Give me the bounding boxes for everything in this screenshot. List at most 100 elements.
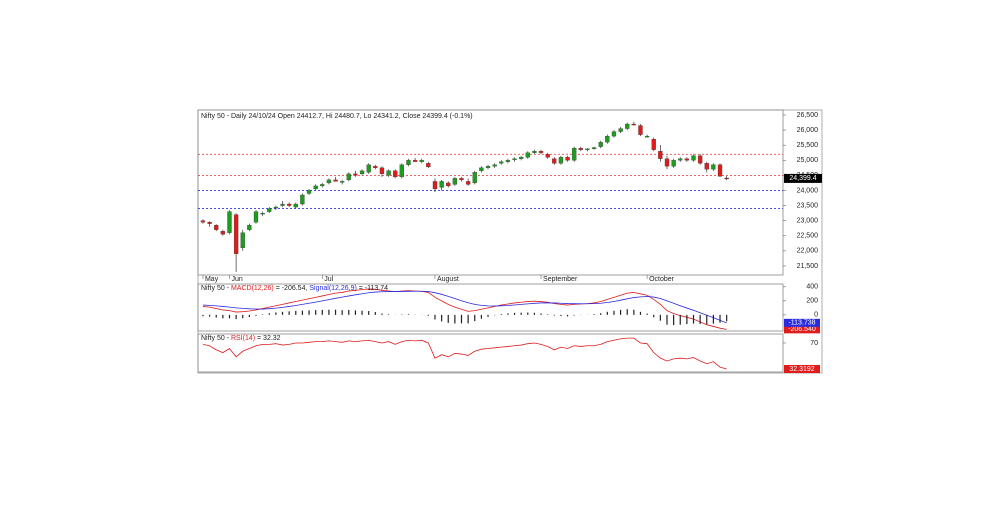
x-tick-label: May xyxy=(205,276,219,283)
histogram-bar xyxy=(521,313,522,315)
histogram-bar xyxy=(474,315,475,321)
histogram-bar xyxy=(275,312,276,314)
candle-body xyxy=(373,166,377,168)
histogram-bar xyxy=(441,315,442,322)
histogram-bar xyxy=(461,315,462,324)
histogram-bar xyxy=(242,315,243,318)
candle-body xyxy=(725,178,729,179)
histogram-bar xyxy=(328,310,329,315)
y-tick-label: 0 xyxy=(814,312,818,319)
histogram-bar xyxy=(660,315,661,321)
candle-body xyxy=(466,181,470,184)
histogram-bar xyxy=(249,315,250,317)
histogram-bar xyxy=(653,315,654,317)
histogram-bar xyxy=(593,314,594,315)
histogram-bar xyxy=(315,310,316,315)
candle-body xyxy=(320,184,324,186)
histogram-bar xyxy=(269,313,270,315)
histogram-bar xyxy=(680,315,681,325)
candle-body xyxy=(214,225,218,230)
candle-body xyxy=(539,151,543,153)
histogram-bar xyxy=(560,315,561,316)
y-tick-label: 400 xyxy=(806,284,818,291)
histogram-bar xyxy=(289,311,290,315)
histogram-bar xyxy=(381,313,382,314)
candle-body xyxy=(493,165,497,167)
candle-body xyxy=(307,190,311,193)
histogram-bar xyxy=(375,312,376,315)
histogram-bar xyxy=(202,315,203,316)
x-tick-label: September xyxy=(543,276,578,283)
price-box-label: 24,399.4 xyxy=(789,175,816,182)
histogram-bar xyxy=(686,315,687,324)
candle-body xyxy=(552,159,556,164)
histogram-bar xyxy=(647,314,648,315)
histogram-bar xyxy=(607,312,608,315)
histogram-bar xyxy=(448,315,449,323)
histogram-bar xyxy=(355,310,356,314)
histogram-bar xyxy=(600,313,601,315)
x-tick-label: August xyxy=(437,276,459,283)
candle-body xyxy=(605,136,609,142)
candle-body xyxy=(459,178,463,180)
y-tick-label: 200 xyxy=(806,298,818,305)
y-tick-label: 70 xyxy=(810,340,818,347)
y-tick-label: 26,000 xyxy=(797,127,819,134)
y-tick-label: 24,000 xyxy=(797,187,819,194)
histogram-bar xyxy=(209,315,210,317)
histogram-bar xyxy=(216,315,217,318)
histogram-bar xyxy=(673,315,674,325)
histogram-bar xyxy=(501,314,502,315)
candle-body xyxy=(353,174,357,176)
histogram-bar xyxy=(388,314,389,315)
histogram-bar xyxy=(719,315,720,323)
histogram-bar xyxy=(620,310,621,315)
candle-body xyxy=(698,156,702,164)
x-tick-label: Jun xyxy=(231,276,242,283)
candle-body xyxy=(705,163,709,169)
candle-body xyxy=(658,151,662,159)
candle-body xyxy=(340,181,344,182)
histogram-bar xyxy=(308,310,309,315)
candle-body xyxy=(254,212,258,223)
histogram-bar xyxy=(428,315,429,316)
y-tick-label: 22,000 xyxy=(797,248,819,255)
histogram-bar xyxy=(322,310,323,315)
legend-value: = -113.74 xyxy=(357,285,388,292)
candle-body xyxy=(665,159,669,167)
histogram-bar xyxy=(666,315,667,325)
candle-body xyxy=(360,171,364,174)
histogram-bar xyxy=(236,315,237,319)
candle-body xyxy=(440,181,444,187)
histogram-bar xyxy=(633,310,634,315)
histogram-bar xyxy=(361,311,362,315)
candle-body xyxy=(572,148,576,160)
candle-body xyxy=(420,160,424,162)
candle-body xyxy=(413,160,417,162)
candle-body xyxy=(294,204,298,207)
histogram-bar xyxy=(282,312,283,315)
y-tick-label: 21,500 xyxy=(797,263,819,270)
histogram-bar xyxy=(527,313,528,315)
histogram-bar xyxy=(348,310,349,315)
histogram-bar xyxy=(255,315,256,316)
candle-body xyxy=(638,126,642,135)
candle-body xyxy=(652,139,656,150)
histogram-bar xyxy=(700,315,701,324)
candle-body xyxy=(387,171,391,176)
candle-body xyxy=(426,163,430,167)
histogram-bar xyxy=(540,313,541,314)
candle-body xyxy=(347,174,351,180)
histogram-bar xyxy=(713,315,714,324)
candle-body xyxy=(513,159,517,160)
candle-body xyxy=(566,157,570,160)
candle-body xyxy=(433,181,437,189)
panel-label: Nifty 50 - MACD(12,26) = -206.54, Signal… xyxy=(201,285,388,292)
candle-body xyxy=(406,160,410,165)
x-tick-label: Jul xyxy=(324,276,333,283)
histogram-bar xyxy=(222,315,223,319)
legend-entry: Signal(12,26,9) xyxy=(309,285,356,292)
candle-body xyxy=(718,165,722,176)
